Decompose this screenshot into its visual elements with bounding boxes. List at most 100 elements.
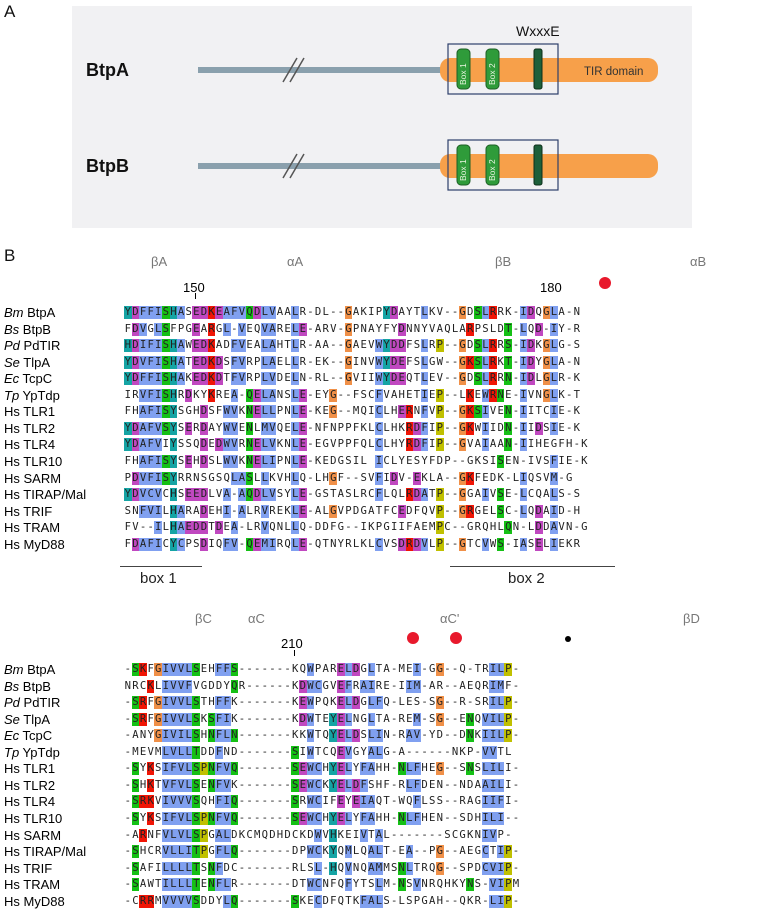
residue: I: [413, 663, 421, 676]
residue: G: [383, 521, 390, 534]
residue: S: [291, 811, 300, 825]
residue: M: [496, 679, 505, 693]
residue: Q: [276, 421, 284, 434]
residue: L: [155, 679, 162, 692]
residue: -: [284, 696, 291, 709]
residue: S: [162, 372, 170, 386]
residue: W: [306, 679, 315, 693]
residue: F: [344, 679, 353, 693]
residue: D: [534, 504, 543, 518]
residue: I: [527, 421, 535, 434]
residue: N: [352, 861, 360, 874]
residue: N: [504, 372, 513, 386]
residue: R: [405, 421, 414, 435]
residue: H: [390, 405, 398, 418]
residue: F: [215, 878, 223, 892]
residue: E: [208, 504, 215, 517]
residue: -: [459, 521, 466, 534]
residue: S: [406, 878, 413, 891]
sequence-row: -SHCRVLLITPGFLQ-------DPWCKYQMLQALT-EA--…: [124, 845, 520, 859]
sequence-row: -ARNFVLVLSPGALDKCMQDHDCKDWVHKEIVTAL-----…: [124, 828, 512, 842]
residue: F: [146, 405, 155, 419]
residue: G: [329, 504, 338, 518]
species-prefix: Hs: [4, 437, 20, 453]
residue: F: [420, 421, 429, 435]
species-name: Hs TLR1: [4, 761, 55, 776]
residue: D: [497, 421, 504, 434]
residue: -: [238, 712, 246, 725]
residue: E: [352, 795, 360, 809]
residue: S: [177, 488, 185, 501]
residue: -: [390, 828, 398, 841]
box1-bracket: [120, 566, 202, 567]
residue: -: [261, 679, 268, 692]
residue: R: [292, 861, 299, 874]
residue: S: [162, 355, 170, 369]
residue: L: [260, 306, 269, 319]
residue: G: [435, 663, 444, 676]
residue: E: [184, 521, 193, 535]
residue: R: [253, 504, 261, 517]
residue: D: [131, 372, 140, 386]
residue: A: [558, 355, 565, 368]
residue: -: [451, 521, 459, 534]
residue: I: [184, 845, 193, 859]
residue: T: [474, 663, 482, 675]
species-name: Hs TRAM: [4, 877, 60, 892]
residue: -: [428, 828, 436, 841]
residue: T: [360, 878, 367, 891]
residue: -: [124, 861, 131, 874]
residue: I: [481, 488, 490, 502]
residue: V: [139, 471, 147, 485]
residue: V: [238, 339, 246, 353]
residue: T: [192, 745, 201, 759]
residue: -: [444, 679, 451, 692]
residue: K: [231, 712, 238, 725]
residue: M: [383, 878, 390, 891]
residue: E: [276, 504, 284, 517]
residue: -: [512, 372, 520, 385]
residue: T: [314, 745, 322, 758]
residue: L: [496, 762, 505, 776]
residue: T: [428, 488, 436, 501]
residue: V: [230, 454, 239, 468]
residue: G: [542, 372, 551, 386]
residue: E: [397, 372, 406, 386]
residue: A: [436, 471, 443, 484]
residue: G: [435, 861, 444, 875]
residue: K: [207, 355, 216, 369]
residue: R: [345, 537, 352, 550]
residue: H: [565, 438, 573, 451]
residue: L: [489, 894, 497, 908]
residue: -: [413, 845, 421, 858]
species-prefix: Hs: [4, 877, 20, 893]
residue: -: [444, 795, 451, 808]
residue: L: [543, 537, 550, 550]
residue: A: [268, 322, 277, 336]
residue: L: [322, 306, 329, 318]
residue: L: [184, 663, 193, 676]
residue: E: [398, 845, 405, 858]
residue: S: [155, 811, 162, 824]
residue: H: [132, 405, 139, 418]
residue: N: [245, 438, 254, 452]
residue: F: [375, 388, 383, 402]
sequence-row: PDVFISYRRNSGSQLASLLKVHLQ-LHGF--SVFIDV-EK…: [124, 471, 573, 485]
residue: V: [238, 322, 246, 336]
residue: -: [390, 729, 398, 742]
protein-label: TLR10: [19, 810, 63, 826]
residue: G: [360, 696, 367, 709]
residue: E: [337, 712, 345, 726]
residue: D: [413, 421, 421, 435]
residue: Y: [215, 421, 223, 434]
residue: N: [223, 745, 230, 758]
residue: P: [200, 828, 208, 842]
residue: H: [375, 778, 383, 791]
residue: S: [459, 861, 466, 874]
residue: -: [451, 663, 459, 675]
residue: R: [436, 679, 443, 692]
residue: P: [375, 521, 383, 534]
residue: Y: [169, 405, 178, 419]
residue: -: [512, 778, 520, 791]
residue: H: [474, 811, 482, 824]
